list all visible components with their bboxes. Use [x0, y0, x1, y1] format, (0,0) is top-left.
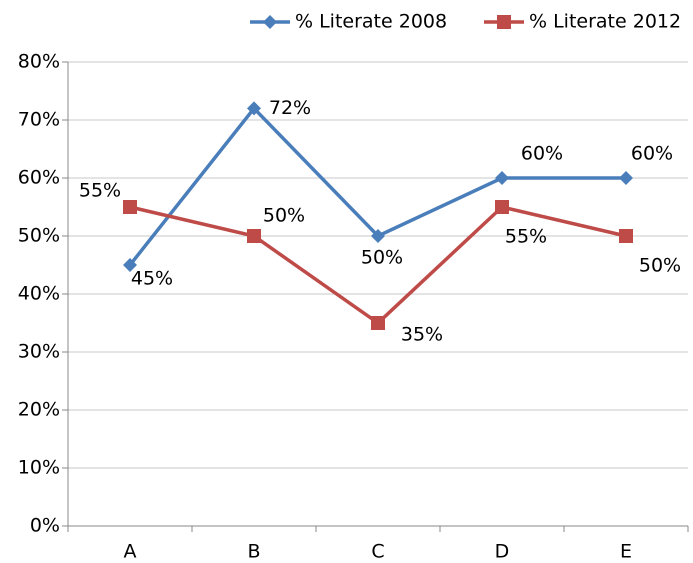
y-tick-label: 70%	[18, 109, 60, 131]
legend-label: % Literate 2012	[529, 11, 681, 33]
y-tick-label: 80%	[18, 51, 60, 73]
data-label: 60%	[631, 143, 673, 165]
y-tick-label: 10%	[18, 457, 60, 479]
y-tick-label: 50%	[18, 225, 60, 247]
data-label: 55%	[505, 226, 547, 248]
x-tick-label: C	[371, 541, 384, 563]
y-tick-label: 20%	[18, 399, 60, 421]
marker	[495, 200, 509, 214]
marker	[123, 258, 137, 272]
y-tick-label: 30%	[18, 341, 60, 363]
marker	[247, 101, 261, 116]
y-tick-label: 60%	[18, 167, 60, 189]
legend-label: % Literate 2008	[295, 11, 447, 33]
x-tick-label: D	[495, 541, 510, 563]
data-label: 35%	[401, 324, 443, 346]
data-label: 60%	[521, 143, 563, 165]
marker	[123, 200, 137, 214]
marker	[371, 229, 385, 243]
x-tick-label: A	[124, 541, 137, 563]
marker	[495, 171, 509, 185]
data-label: 72%	[269, 97, 311, 119]
data-label: 45%	[131, 268, 173, 290]
y-tick-label: 0%	[30, 515, 60, 537]
marker	[247, 229, 261, 243]
marker	[263, 15, 277, 29]
marker	[619, 171, 633, 185]
data-label: 50%	[639, 255, 681, 277]
data-label: 50%	[263, 205, 305, 227]
y-tick-label: 40%	[18, 283, 60, 305]
x-tick-label: B	[247, 541, 260, 563]
x-tick-label: E	[620, 541, 632, 563]
marker	[497, 15, 511, 29]
marker	[371, 316, 385, 330]
marker	[619, 229, 633, 243]
data-label: 55%	[79, 180, 121, 202]
data-label: 50%	[361, 247, 403, 269]
